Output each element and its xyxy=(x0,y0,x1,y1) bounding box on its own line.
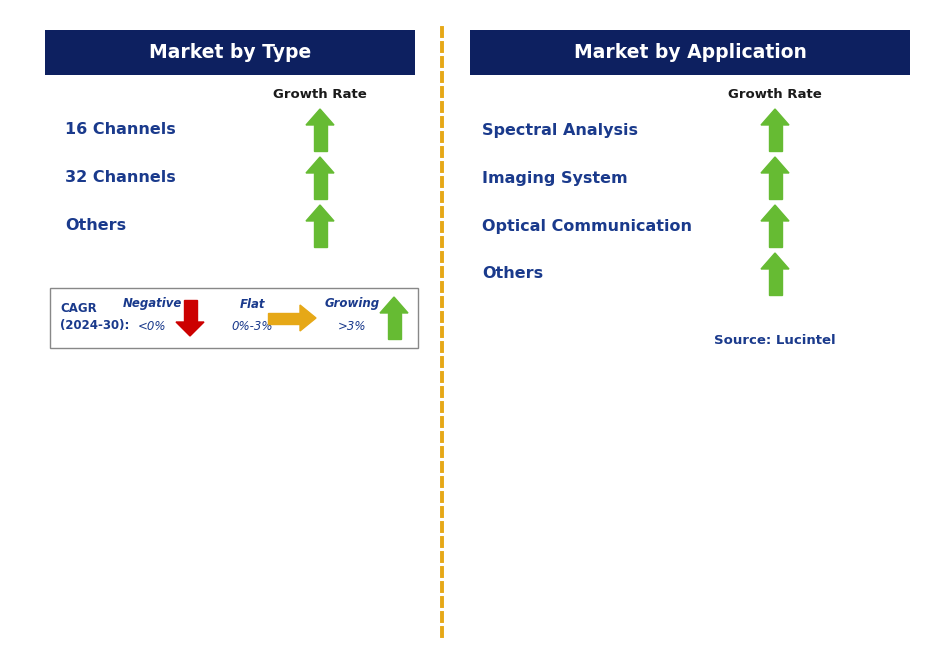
Polygon shape xyxy=(183,300,196,322)
Polygon shape xyxy=(313,125,327,151)
Polygon shape xyxy=(306,109,333,125)
Polygon shape xyxy=(176,322,204,336)
Text: >3%: >3% xyxy=(337,319,366,332)
Polygon shape xyxy=(268,313,299,323)
Polygon shape xyxy=(379,297,408,313)
Text: Growing: Growing xyxy=(324,298,379,310)
Text: 32 Channels: 32 Channels xyxy=(65,170,176,185)
FancyBboxPatch shape xyxy=(50,288,417,348)
Text: 16 Channels: 16 Channels xyxy=(65,123,176,138)
Polygon shape xyxy=(306,205,333,221)
Polygon shape xyxy=(313,221,327,247)
Text: Market by Type: Market by Type xyxy=(149,43,311,62)
Text: 0%-3%: 0%-3% xyxy=(231,319,273,332)
Polygon shape xyxy=(760,205,788,221)
Text: Others: Others xyxy=(65,219,126,234)
Polygon shape xyxy=(760,109,788,125)
Text: Others: Others xyxy=(481,266,543,281)
Text: Growth Rate: Growth Rate xyxy=(273,89,366,101)
Polygon shape xyxy=(313,173,327,199)
Polygon shape xyxy=(767,221,781,247)
Text: Flat: Flat xyxy=(239,298,264,310)
Text: Spectral Analysis: Spectral Analysis xyxy=(481,123,637,138)
FancyBboxPatch shape xyxy=(469,30,909,75)
Text: (2024-30):: (2024-30): xyxy=(59,319,129,332)
Polygon shape xyxy=(760,253,788,269)
Text: Source: Lucintel: Source: Lucintel xyxy=(714,334,834,347)
Polygon shape xyxy=(767,269,781,295)
Text: Imaging System: Imaging System xyxy=(481,170,627,185)
Text: Growth Rate: Growth Rate xyxy=(728,89,821,101)
Text: CAGR: CAGR xyxy=(59,302,96,315)
FancyBboxPatch shape xyxy=(45,30,414,75)
Polygon shape xyxy=(306,157,333,173)
Text: <0%: <0% xyxy=(138,319,166,332)
Text: Market by Application: Market by Application xyxy=(573,43,805,62)
Text: Negative: Negative xyxy=(122,298,181,310)
Polygon shape xyxy=(387,313,400,339)
Polygon shape xyxy=(760,157,788,173)
Polygon shape xyxy=(299,305,315,331)
Polygon shape xyxy=(767,173,781,199)
Text: Optical Communication: Optical Communication xyxy=(481,219,691,234)
Polygon shape xyxy=(767,125,781,151)
